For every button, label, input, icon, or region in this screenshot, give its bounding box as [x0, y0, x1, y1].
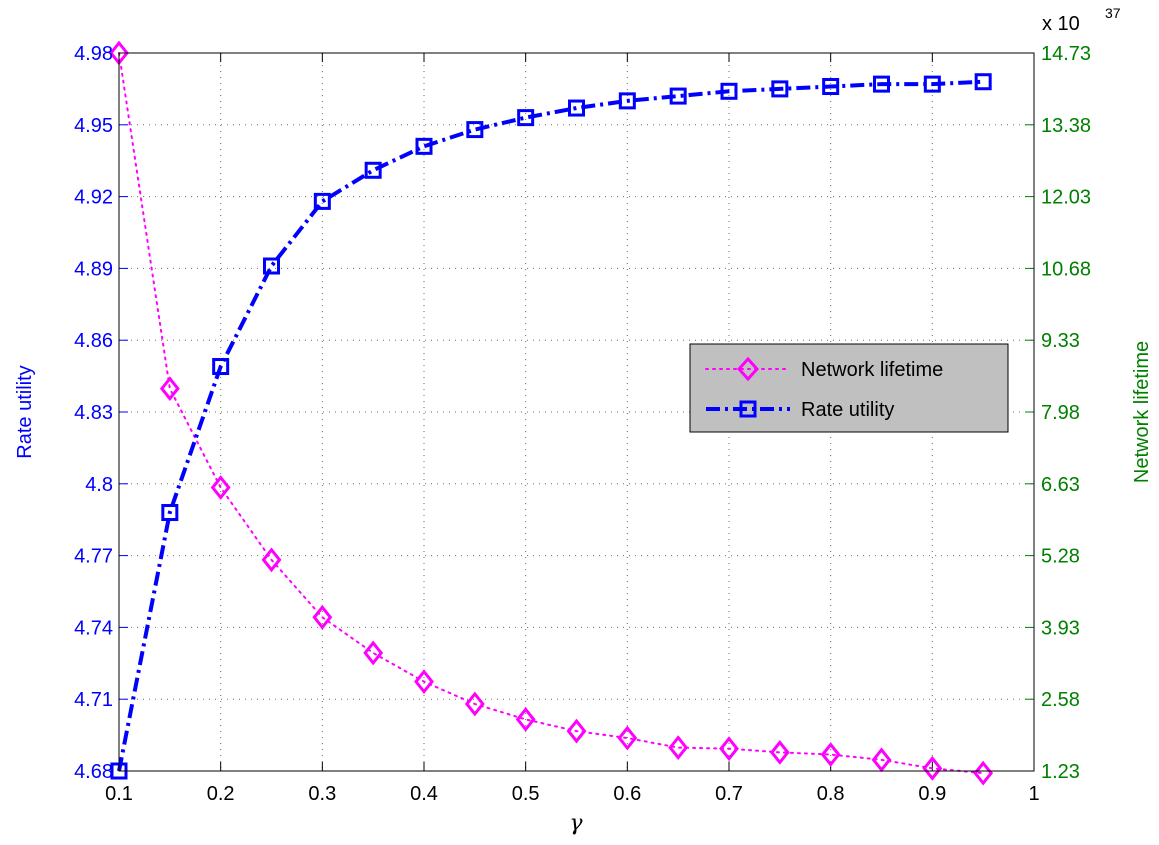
point-rate-utility — [364, 161, 382, 179]
point-network-lifetime — [922, 755, 943, 781]
y-right-tick-label: 1.23 — [1041, 761, 1080, 783]
y-left-tick-label: 4.74 — [74, 617, 113, 639]
point-rate-utility — [517, 109, 535, 127]
point-rate-utility — [263, 257, 280, 275]
y-right-tick-label: 3.93 — [1041, 617, 1080, 639]
point-rate-utility — [415, 137, 433, 155]
x-tick-label: 0.6 — [613, 783, 641, 805]
x-axis-label: γ — [569, 811, 583, 836]
y-left-tick-label: 4.98 — [74, 43, 113, 65]
scale-multiplier-base: x 10 — [1042, 13, 1080, 35]
x-tick-label: 0.7 — [715, 783, 743, 805]
y-right-tick-label: 13.38 — [1041, 115, 1091, 137]
y-right-tick-labels: 1.23 2.58 3.93 5.28 6.63 7.98 9.33 10.68 12.03 13… — [1041, 43, 1091, 783]
point-rate-utility — [618, 92, 636, 110]
x-tick-label: 0.5 — [512, 783, 540, 805]
point-network-lifetime — [668, 735, 689, 761]
point-network-lifetime — [769, 739, 790, 765]
x-tick-label: 1 — [1028, 783, 1039, 805]
y-right-tick-label: 12.03 — [1041, 187, 1091, 209]
series-rate-utility — [110, 73, 992, 780]
legend-label-rate-utility: Rate utility — [801, 399, 894, 421]
y-left-tick-label: 4.89 — [74, 258, 113, 280]
point-network-lifetime — [515, 707, 536, 732]
point-rate-utility — [720, 82, 738, 100]
point-network-lifetime — [566, 718, 587, 744]
point-network-lifetime — [464, 691, 485, 717]
point-network-lifetime — [617, 725, 638, 751]
legend-marker-square-icon — [739, 400, 757, 418]
point-network-lifetime — [973, 760, 994, 786]
x-tick-label: 0.8 — [817, 783, 845, 805]
point-network-lifetime — [363, 640, 384, 666]
y-left-tick-label: 4.71 — [74, 689, 113, 711]
y-right-tick-label: 5.28 — [1041, 546, 1080, 568]
y-right-tick-label: 10.68 — [1041, 258, 1091, 280]
point-rate-utility — [923, 75, 941, 93]
point-rate-utility — [212, 358, 230, 376]
point-network-lifetime — [210, 475, 231, 500]
y-right-axis-label: Network lifetime — [1131, 341, 1153, 483]
legend-label-network-lifetime: Network lifetime — [801, 359, 943, 381]
plot-area-border — [118, 52, 1035, 772]
point-network-lifetime — [871, 747, 892, 773]
y-left-tick-label: 4.68 — [74, 761, 113, 783]
point-rate-utility — [822, 78, 840, 96]
y-right-tick-label: 7.98 — [1041, 402, 1080, 424]
point-rate-utility — [161, 504, 179, 522]
point-rate-utility — [313, 192, 331, 210]
point-network-lifetime — [159, 376, 180, 402]
point-rate-utility — [669, 87, 687, 105]
y-left-tick-label: 4.86 — [74, 330, 113, 352]
y-left-tick-label: 4.8 — [85, 474, 113, 496]
x-tick-label: 0.4 — [410, 783, 438, 805]
legend-marker-diamond-icon — [736, 356, 760, 382]
point-rate-utility — [466, 121, 484, 139]
point-network-lifetime — [261, 547, 282, 573]
y-left-tick-label: 4.83 — [74, 402, 113, 424]
y-right-tick-label: 6.63 — [1041, 474, 1080, 496]
legend-entry-rate-utility: Rate utility — [706, 399, 894, 421]
point-network-lifetime — [312, 604, 333, 630]
scale-multiplier-exponent: 37 — [1105, 5, 1121, 21]
point-rate-utility — [568, 99, 585, 117]
y-left-axis-label: Rate utility — [14, 365, 36, 458]
y-right-scale-multiplier: x 10 37 — [1042, 5, 1121, 35]
y-left-tick-labels: 4.68 4.71 4.74 4.77 4.8 4.83 4.86 4.89 4.92 4.95 4… — [74, 43, 113, 783]
point-rate-utility — [771, 80, 789, 98]
legend: Network lifetime Rate utility — [689, 343, 1009, 433]
x-tick-label: 0.9 — [918, 783, 946, 805]
y-right-tick-label: 9.33 — [1041, 330, 1080, 352]
y-left-tick-label: 4.77 — [74, 546, 113, 568]
point-rate-utility — [873, 75, 890, 93]
x-tick-label: 0.3 — [308, 783, 336, 805]
y-right-tick-label: 2.58 — [1041, 689, 1080, 711]
x-tick-label: 0.2 — [207, 783, 235, 805]
point-network-lifetime — [414, 669, 434, 695]
point-network-lifetime — [719, 736, 739, 762]
y-left-tick-label: 4.95 — [74, 115, 113, 137]
x-tick-labels: 0.1 0.2 0.3 0.4 0.5 0.6 0.7 0.8 0.9 1 — [105, 783, 1039, 805]
x-tick-label: 0.1 — [105, 783, 133, 805]
y-left-tick-label: 4.92 — [74, 187, 113, 209]
point-rate-utility — [974, 73, 992, 91]
y-right-tick-label: 14.73 — [1041, 43, 1091, 65]
legend-entry-network-lifetime: Network lifetime — [705, 356, 943, 382]
point-network-lifetime — [820, 742, 841, 767]
